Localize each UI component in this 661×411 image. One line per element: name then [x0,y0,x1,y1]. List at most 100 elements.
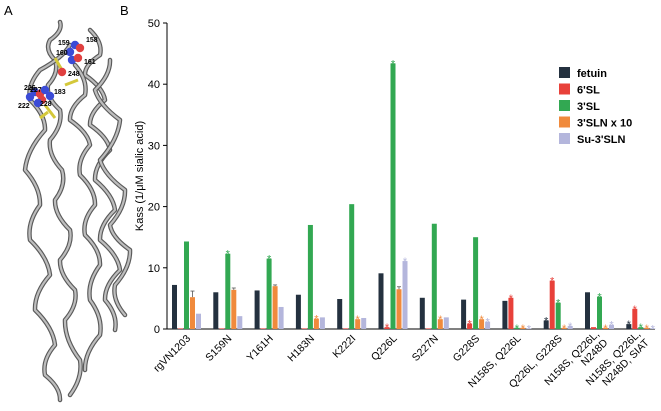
bar [591,327,596,329]
bar [313,318,319,329]
residue-label: 159 [58,40,70,47]
x-tick-label: Y161H [245,333,276,364]
significance-asterisk: * [550,276,555,288]
y-axis-label: Kass (1/μM sialic acid) [134,121,146,231]
bar-group [585,292,614,329]
significance-asterisk: * [609,320,614,332]
legend-label: fetuin [577,68,607,80]
significance-asterisk: * [509,293,514,305]
bar [549,280,555,329]
residue-atom [75,43,85,53]
legend-label: 6'SL [577,85,600,97]
panel-a-label: A [4,3,13,18]
residue-atom [25,92,35,102]
bar [396,289,402,329]
bar [603,327,608,329]
residue-atom [33,98,43,108]
x-tick-label: H183N [285,333,317,365]
y-tick-label: 20 [148,202,160,214]
bar [626,324,632,329]
legend-swatch [559,67,570,78]
bar [526,328,532,329]
x-tick-label: S159N [203,333,234,364]
bar [349,204,355,329]
significance-asterisk: * [356,314,361,326]
bar [561,327,567,329]
y-ticks: 0 10 20 30 40 50 [148,18,167,336]
legend-swatch [559,100,570,111]
bar [225,253,231,329]
bar [555,302,561,329]
bar [585,292,590,329]
bar [567,325,573,329]
bar [443,317,449,329]
significance-asterisk: * [515,323,520,335]
bar [431,223,437,329]
bar-group [461,237,491,329]
significance-asterisk: * [314,314,319,326]
backbone-highlight [93,58,132,317]
x-tick-label: S227N [410,333,441,364]
bar [650,328,656,329]
significance-asterisk: * [627,319,632,331]
bar [361,317,367,329]
significance-asterisk: * [527,323,532,335]
y-tick-label: 0 [154,324,160,336]
bar [266,258,272,329]
bar [597,296,602,329]
bar-group [419,223,449,329]
significance-asterisk: * [633,304,638,316]
bar [390,63,396,329]
significance-asterisk: * [438,314,443,326]
x-tick-label: rgVN1203 [151,333,193,375]
bar [473,237,479,329]
bar [343,328,349,329]
bar [508,297,514,329]
bar [514,327,520,329]
bar [355,319,361,329]
residue-label: 222 [18,103,30,110]
bar [260,328,266,329]
legend: fetuin 6'SL 3'SL 3'SLN x 10 Su-3'SLN [559,67,632,146]
significance-asterisk: * [267,254,272,266]
significance-asterisk: * [562,323,567,335]
bar [467,323,473,329]
bar [402,261,408,329]
bar [254,290,260,329]
significance-asterisk: * [479,314,484,326]
bar [172,284,177,329]
bar-group [502,297,532,329]
bar [307,224,313,329]
x-tick-label: Q226L [369,333,400,364]
significance-asterisk: * [597,292,602,304]
y-tick-label: 50 [148,18,160,30]
panel-b-label: B [120,3,129,18]
significance-asterisk: * [391,58,396,70]
bar [272,286,278,329]
bar [543,320,549,329]
significance-asterisk: * [603,323,608,335]
residue-atom [45,91,55,101]
residue-atom [65,47,75,57]
residue-label: 161 [84,59,96,66]
side-chain [39,110,49,120]
bar [479,319,485,329]
bar [231,289,237,329]
significance-asterisk: * [556,298,561,310]
bar [632,308,638,329]
bar-group [172,241,201,329]
bar [437,319,443,329]
residue-label: 227 [30,87,42,94]
residue-atom [40,85,50,95]
bar [190,297,195,329]
residue-label: 158 [86,37,98,44]
bar-group [543,280,573,329]
significance-asterisk: * [651,323,656,335]
bar [425,328,431,329]
y-tick-label: 30 [148,140,160,152]
x-tick-label: G228S [451,333,483,365]
bar [319,317,325,329]
